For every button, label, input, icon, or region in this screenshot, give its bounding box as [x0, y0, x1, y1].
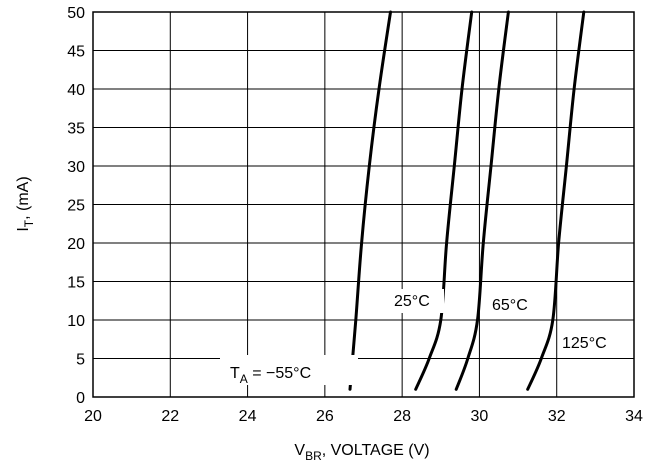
series-lines — [348, 10, 586, 391]
annotation-ta: TA = −55°C — [230, 365, 311, 386]
series-line-1 — [414, 10, 474, 391]
y-tick-label-5: 5 — [76, 352, 85, 369]
x-tick-label-20: 20 — [84, 408, 102, 425]
annotation-bg-ta — [220, 355, 358, 385]
annotation-bg-65 — [490, 293, 544, 317]
annotation-bg-25 — [392, 289, 444, 313]
annotation-bg-125 — [558, 331, 624, 355]
y-tick-labels: 0 5 10 15 20 25 30 35 40 45 50 — [67, 5, 85, 407]
y-tick-label-30: 30 — [67, 159, 85, 176]
x-tick-label-30: 30 — [471, 408, 489, 425]
series-line-0 — [348, 10, 392, 391]
annotation-65c: 65°C — [492, 297, 528, 314]
x-tick-label-22: 22 — [161, 408, 179, 425]
x-tick-label-34: 34 — [625, 408, 643, 425]
plot-frame — [92, 11, 635, 398]
series-line-3 — [526, 10, 586, 391]
y-tick-label-0: 0 — [76, 390, 85, 407]
x-tick-label-32: 32 — [548, 408, 566, 425]
x-axis-title: VBR, VOLTAGE (V) — [294, 442, 429, 463]
y-axis-title: IT, (mA) — [15, 176, 36, 231]
annotation-125c: 125°C — [562, 335, 607, 352]
x-tick-labels: 20 22 24 26 28 30 32 34 — [84, 408, 643, 425]
y-tick-label-25: 25 — [67, 198, 85, 215]
y-tick-label-20: 20 — [67, 236, 85, 253]
y-tick-label-35: 35 — [67, 121, 85, 138]
x-tick-label-26: 26 — [316, 408, 334, 425]
y-tick-label-15: 15 — [67, 275, 85, 292]
annotation-25c: 25°C — [394, 293, 430, 310]
y-tick-label-50: 50 — [67, 5, 85, 22]
x-tick-label-28: 28 — [393, 408, 411, 425]
series-line-2 — [454, 10, 510, 391]
y-tick-label-10: 10 — [67, 313, 85, 330]
x-tick-label-24: 24 — [239, 408, 257, 425]
y-tick-label-45: 45 — [67, 44, 85, 61]
grid — [92, 11, 635, 398]
y-tick-label-40: 40 — [67, 82, 85, 99]
